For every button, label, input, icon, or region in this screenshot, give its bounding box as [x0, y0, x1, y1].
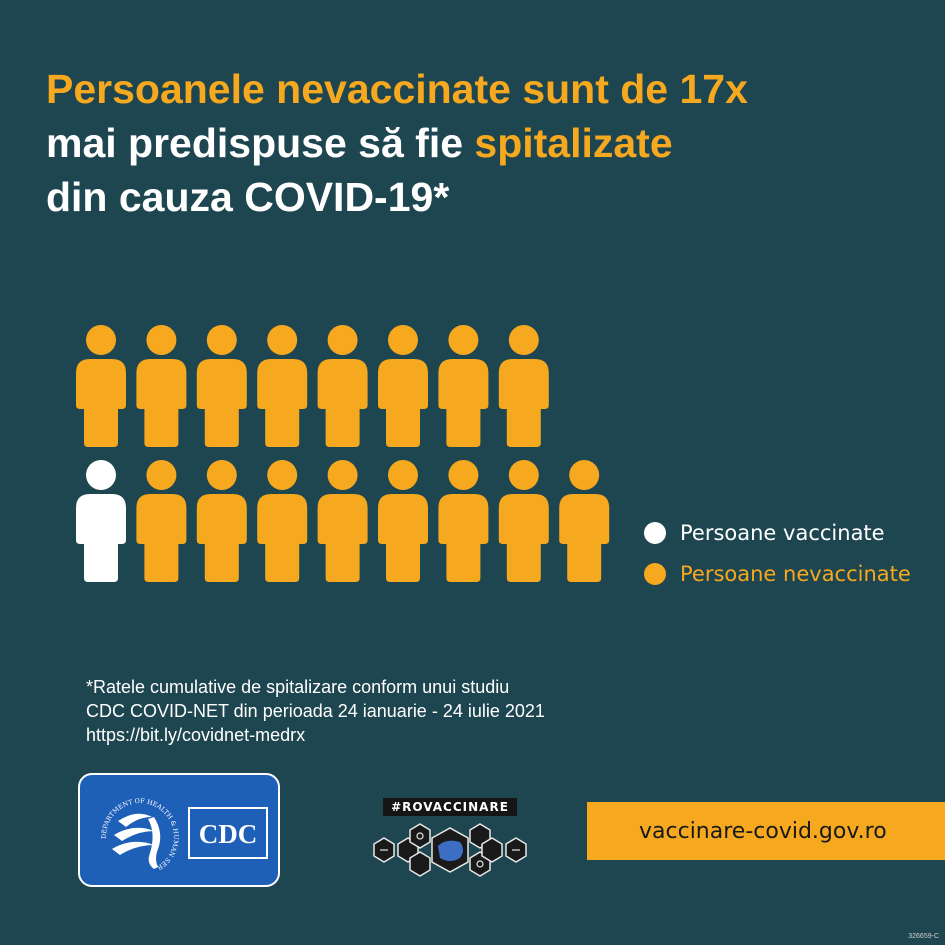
legend-dot-unvaccinated: [644, 562, 666, 585]
svg-text:DEPARTMENT OF HEALTH & HUMAN S: DEPARTMENT OF HEALTH & HUMAN SERVICES US…: [88, 781, 180, 872]
person-icon-6: [438, 325, 489, 447]
rovaccinare-hexagon-icons: [373, 823, 527, 877]
person-icon-4: [317, 325, 368, 447]
legend: Persoane vaccinate Persoane nevaccinate: [644, 512, 911, 594]
headline-line-3: din cauza COVID-19*: [46, 174, 450, 220]
person-icon-1: [136, 325, 187, 447]
legend-label-unvaccinated: Persoane nevaccinate: [680, 561, 911, 586]
person-icon-0: [76, 325, 126, 447]
asset-code: 326659-C: [908, 933, 939, 940]
person-icon-3: [257, 325, 308, 447]
person-icon-2: [196, 325, 247, 447]
person-icon-10: [196, 460, 247, 582]
svg-text:CDC: CDC: [199, 819, 258, 849]
person-icon-14: [438, 460, 489, 582]
person-icon-16: [559, 460, 610, 582]
person-icon-11: [257, 460, 308, 582]
website-url[interactable]: vaccinare-covid.gov.ro: [639, 818, 887, 844]
person-icon-7: [498, 325, 549, 447]
rovaccinare-tag: #ROVACCINARE: [383, 798, 517, 816]
cdc-logo-icon: CDC: [188, 807, 268, 859]
footnote: *Ratele cumulative de spitalizare confor…: [86, 675, 545, 747]
legend-dot-vaccinated: [644, 521, 666, 544]
person-icon-15: [498, 460, 549, 582]
hhs-cdc-logo-box: DEPARTMENT OF HEALTH & HUMAN SERVICES US…: [78, 773, 280, 887]
legend-label-vaccinated: Persoane vaccinate: [680, 520, 885, 545]
person-icon-12: [317, 460, 368, 582]
footnote-line-2: CDC COVID-NET din perioada 24 ianuarie -…: [86, 701, 545, 721]
headline-line-1: Persoanele nevaccinate sunt de 17x: [46, 66, 748, 112]
hhs-seal-icon: DEPARTMENT OF HEALTH & HUMAN SERVICES US…: [88, 781, 180, 872]
footnote-line-1: *Ratele cumulative de spitalizare confor…: [86, 677, 510, 697]
person-icon-9: [136, 460, 187, 582]
headline: Persoanele nevaccinate sunt de 17x mai p…: [46, 62, 748, 224]
headline-line-2-highlight: spitalizate: [474, 120, 673, 166]
footnote-link[interactable]: https://bit.ly/covidnet-medrx: [86, 725, 306, 745]
person-icon-13: [378, 460, 428, 582]
person-icon-8: [76, 460, 126, 582]
headline-line-2-start: mai predispuse să fie: [46, 120, 475, 166]
rovaccinare-logo: #ROVACCINARE: [360, 798, 540, 880]
website-url-bar[interactable]: vaccinare-covid.gov.ro: [587, 802, 945, 860]
legend-item-vaccinated: Persoane vaccinate: [644, 512, 911, 553]
legend-item-unvaccinated: Persoane nevaccinate: [644, 553, 911, 594]
person-icon-5: [378, 325, 428, 447]
